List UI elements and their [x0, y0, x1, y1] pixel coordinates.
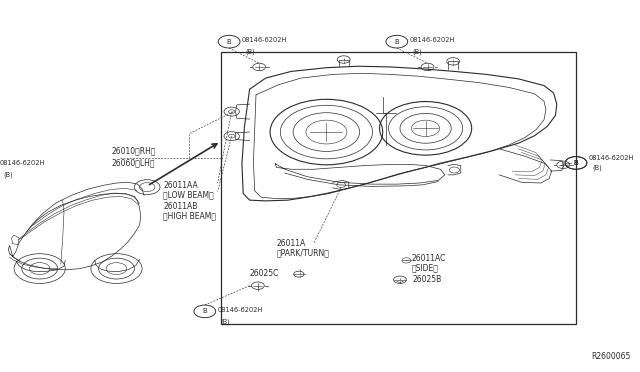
Text: 26060〈LH〉: 26060〈LH〉 — [112, 158, 156, 167]
Text: 〈SIDE〉: 〈SIDE〉 — [412, 263, 438, 272]
Text: 08146-6202H: 08146-6202H — [589, 155, 634, 161]
Bar — [221, 52, 576, 324]
Text: B: B — [394, 39, 399, 45]
Text: 08146-6202H: 08146-6202H — [218, 307, 263, 312]
Text: 26011AC: 26011AC — [412, 254, 446, 263]
Text: (B): (B) — [3, 171, 13, 178]
Text: 26010〈RH〉: 26010〈RH〉 — [112, 146, 157, 155]
Text: R2600065: R2600065 — [591, 352, 630, 361]
Text: 08146-6202H: 08146-6202H — [0, 160, 45, 166]
Text: 26011A: 26011A — [276, 239, 306, 248]
Text: (B): (B) — [221, 318, 230, 325]
Text: B: B — [202, 308, 207, 314]
Text: (B): (B) — [245, 48, 255, 55]
Text: 〈LOW BEAM〉: 〈LOW BEAM〉 — [163, 190, 214, 199]
Text: B: B — [227, 39, 232, 45]
Text: 26025C: 26025C — [250, 269, 279, 278]
Text: B: B — [573, 160, 579, 166]
Text: (B): (B) — [592, 165, 602, 171]
Text: 26011AA: 26011AA — [163, 181, 198, 190]
Text: (B): (B) — [413, 48, 422, 55]
Text: 08146-6202H: 08146-6202H — [410, 37, 455, 43]
Text: 〈HIGH BEAM〉: 〈HIGH BEAM〉 — [163, 211, 216, 220]
Text: 26025B: 26025B — [413, 275, 442, 284]
Text: B: B — [573, 160, 579, 166]
Text: 08146-6202H: 08146-6202H — [242, 37, 287, 43]
Text: 26011AB: 26011AB — [163, 202, 198, 211]
Text: 〈PARK/TURN〉: 〈PARK/TURN〉 — [276, 248, 330, 257]
